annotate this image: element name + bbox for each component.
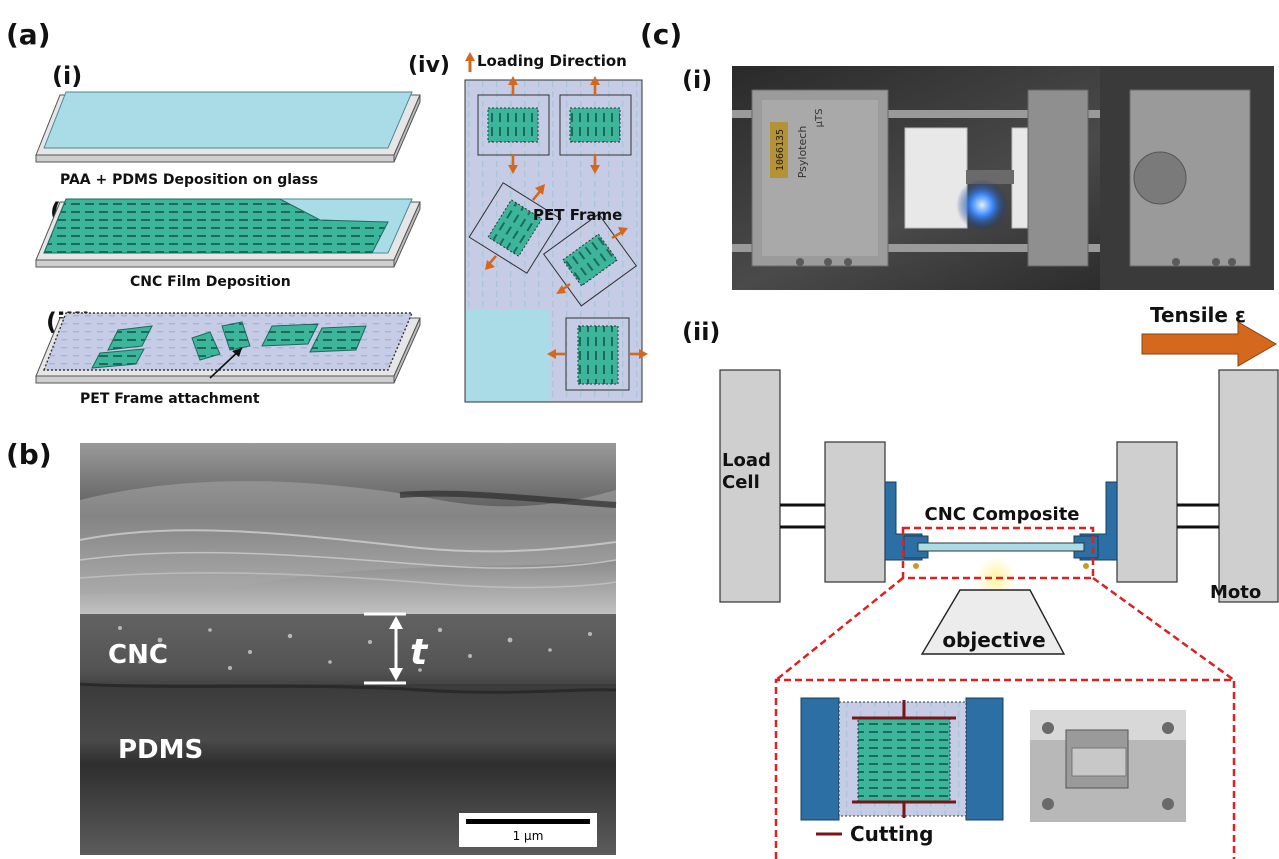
serial-label: 1066135 bbox=[775, 129, 786, 171]
uts-mark: µTS bbox=[814, 109, 825, 128]
motor-block bbox=[1218, 369, 1279, 603]
instrument-photo: 1066135 Psylotech µTS bbox=[732, 66, 1274, 290]
stack-iii: (iii) PET Frame attachment bbox=[35, 308, 421, 407]
panel-a-label: (a) bbox=[6, 18, 51, 51]
scale-bar-label: 1 µm bbox=[513, 829, 544, 843]
panel-b-label: (b) bbox=[6, 438, 52, 471]
scale-bar bbox=[466, 819, 590, 824]
stack-i: (i) PAA + PDMS Deposition on glass bbox=[35, 62, 421, 188]
sem-image: t CNC PDMS 1 µm bbox=[79, 443, 617, 855]
panel-a-i-caption: PAA + PDMS Deposition on glass bbox=[60, 172, 318, 188]
load-cell-block bbox=[719, 369, 781, 603]
composite-label: CNC Composite bbox=[924, 504, 1079, 525]
stack-ii: (ii) CNC Film Deposition bbox=[35, 198, 421, 290]
objective-shape bbox=[920, 589, 1066, 655]
tensile-label: Tensile ε bbox=[1150, 303, 1246, 327]
panel-a-ii-caption: CNC Film Deposition bbox=[130, 274, 291, 290]
tensile-arrow-icon bbox=[1141, 321, 1277, 367]
pdms-layer-label: PDMS bbox=[118, 735, 203, 765]
panel-a-i-label: (i) bbox=[52, 62, 82, 90]
thickness-label: t bbox=[410, 632, 429, 673]
motor-label: Moto bbox=[1210, 582, 1261, 603]
brand-label: Psylotech bbox=[796, 126, 809, 179]
panel-c-ii-label: (ii) bbox=[682, 318, 720, 346]
load-cell-label-1: Load bbox=[722, 450, 771, 471]
cnc-layer-label: CNC bbox=[108, 640, 168, 670]
objective-label: objective bbox=[942, 628, 1045, 652]
zoom-box bbox=[774, 678, 1236, 859]
zoom-region bbox=[901, 526, 1095, 580]
panel-c-i-label: (i) bbox=[682, 66, 712, 94]
pet-frame-label: PET Frame bbox=[533, 206, 622, 224]
panel-a-iii-caption: PET Frame attachment bbox=[80, 391, 260, 407]
load-cell-label-2: Cell bbox=[722, 472, 760, 493]
specimen-photo bbox=[1030, 710, 1186, 822]
scale-bar-box bbox=[459, 813, 597, 847]
up-arrow-icon bbox=[465, 52, 475, 61]
tensile-schematic: objective Load Cell CNC Composite Moto C… bbox=[719, 369, 1279, 859]
cutting-label: Cutting bbox=[850, 822, 933, 846]
panel-c-label: (c) bbox=[640, 18, 682, 51]
panel-a-iv: (iv) Loading Direction PET Frame bbox=[408, 52, 648, 403]
load-arrows bbox=[485, 76, 648, 359]
loading-direction-label: Loading Direction bbox=[477, 52, 627, 70]
panel-a-iv-label: (iv) bbox=[408, 53, 450, 78]
